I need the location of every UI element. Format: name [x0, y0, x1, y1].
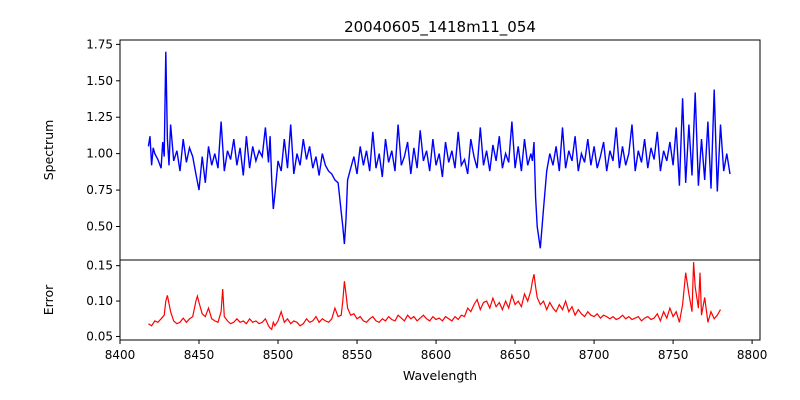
- error-y-ticks: 0.05 0.10 0.15: [86, 259, 120, 343]
- spectrum-y-tick-label: 1.50: [86, 74, 113, 88]
- x-tick-label: 8550: [342, 348, 373, 362]
- x-tick-label: 8700: [579, 348, 610, 362]
- error-y-tick-label: 0.10: [86, 294, 113, 308]
- x-tick-label: 8650: [500, 348, 531, 362]
- spectrum-panel: 0.50 0.75 1.00 1.25 1.50 1.75 Spectrum: [41, 37, 761, 261]
- spectrum-axes-frame: [119, 39, 761, 261]
- chart-title: 20040605_1418m11_054: [344, 18, 536, 37]
- spectrum-y-ticks: 0.50 0.75 1.00 1.25 1.50 1.75: [86, 37, 120, 233]
- x-tick-label: 8400: [105, 348, 136, 362]
- error-y-tick-label: 0.05: [86, 329, 113, 343]
- spectrum-y-axis-label: Spectrum: [41, 120, 56, 181]
- error-y-axis-label: Error: [41, 284, 56, 315]
- spectrum-y-tick-label: 0.75: [86, 183, 113, 197]
- x-tick-label: 8500: [263, 348, 294, 362]
- spectrum-y-tick-label: 0.50: [86, 219, 113, 233]
- x-tick-label: 8450: [184, 348, 215, 362]
- spectrum-y-tick-label: 1.75: [86, 37, 113, 51]
- error-y-tick-label: 0.15: [86, 259, 113, 273]
- spectrum-y-tick-label: 1.00: [86, 147, 113, 161]
- x-ticks: 8400 8450 8500 8550 8600 8650 8700 8750 8800: [105, 340, 768, 362]
- spectrum-series-line: [147, 51, 731, 249]
- x-tick-label: 8750: [658, 348, 689, 362]
- error-axes-frame: [119, 259, 761, 341]
- x-tick-label: 8600: [421, 348, 452, 362]
- spectrum-y-tick-label: 1.25: [86, 110, 113, 124]
- x-tick-label: 8800: [737, 348, 768, 362]
- error-series-line: [148, 262, 722, 331]
- error-panel: 0.05 0.10 0.15 Error: [41, 259, 761, 343]
- x-axis-label: Wavelength: [403, 368, 477, 383]
